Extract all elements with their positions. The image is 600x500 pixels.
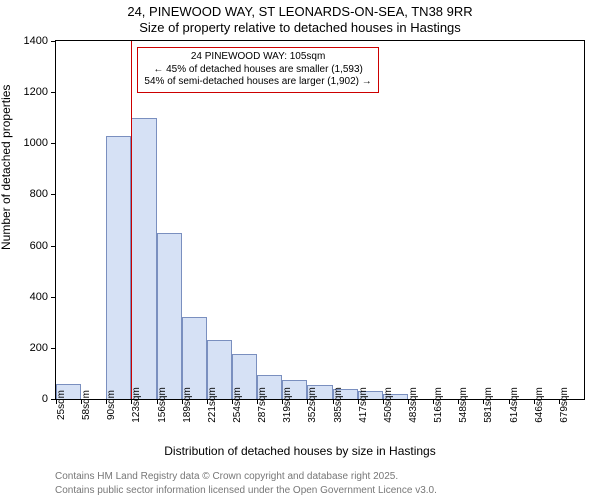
xtick-label: 189sqm — [182, 387, 193, 423]
ytick-label: 1400 — [24, 35, 48, 47]
xtick-label: 614sqm — [509, 387, 520, 423]
ytick-label: 200 — [30, 342, 48, 354]
xtick-label: 483sqm — [408, 387, 419, 423]
xtick-label: 319sqm — [282, 387, 293, 423]
histogram-bar — [106, 136, 131, 399]
ytick-label: 1200 — [24, 86, 48, 98]
xtick-label: 90sqm — [106, 390, 117, 420]
xtick-label: 352sqm — [307, 387, 318, 423]
ytick — [51, 297, 56, 298]
y-axis-label: Number of detached properties — [0, 85, 13, 250]
ytick-label: 1000 — [24, 137, 48, 149]
xtick-label: 221sqm — [207, 387, 218, 423]
x-axis-label: Distribution of detached houses by size … — [0, 444, 600, 458]
ytick — [51, 92, 56, 93]
property-marker-line — [131, 41, 132, 399]
xtick-label: 516sqm — [433, 387, 444, 423]
xtick-label: 385sqm — [333, 387, 344, 423]
xtick-label: 417sqm — [358, 387, 369, 423]
ytick-label: 0 — [42, 393, 48, 405]
ytick — [51, 143, 56, 144]
xtick-label: 254sqm — [232, 387, 243, 423]
ytick-label: 400 — [30, 291, 48, 303]
xtick-label: 156sqm — [157, 387, 168, 423]
xtick-label: 548sqm — [458, 387, 469, 423]
histogram-bar — [131, 118, 156, 399]
ytick — [51, 348, 56, 349]
histogram-bars — [56, 41, 584, 399]
xtick-label: 58sqm — [81, 390, 92, 420]
ytick-label: 600 — [30, 240, 48, 252]
chart-title-line1: 24, PINEWOOD WAY, ST LEONARDS-ON-SEA, TN… — [0, 4, 600, 19]
credit-line1: Contains HM Land Registry data © Crown c… — [55, 471, 398, 482]
ytick — [51, 41, 56, 42]
xtick-label: 25sqm — [56, 390, 67, 420]
annotation-line2: ← 45% of detached houses are smaller (1,… — [144, 64, 371, 77]
plot-area: 24 PINEWOOD WAY: 105sqm ← 45% of detache… — [55, 40, 585, 400]
chart-title-line2: Size of property relative to detached ho… — [0, 20, 600, 35]
credit-line2: Contains public sector information licen… — [55, 485, 437, 496]
xtick-label: 287sqm — [257, 387, 268, 423]
ytick — [51, 246, 56, 247]
xtick-label: 646sqm — [534, 387, 545, 423]
figure: 24, PINEWOOD WAY, ST LEONARDS-ON-SEA, TN… — [0, 0, 600, 500]
ytick — [51, 194, 56, 195]
xtick-label: 581sqm — [483, 387, 494, 423]
xtick-label: 679sqm — [559, 387, 570, 423]
ytick-label: 800 — [30, 188, 48, 200]
annotation-box: 24 PINEWOOD WAY: 105sqm ← 45% of detache… — [137, 47, 378, 93]
annotation-line1: 24 PINEWOOD WAY: 105sqm — [144, 51, 371, 64]
annotation-line3: 54% of semi-detached houses are larger (… — [144, 76, 371, 89]
histogram-bar — [157, 233, 182, 399]
xtick-label: 450sqm — [383, 387, 394, 423]
xtick-label: 123sqm — [131, 387, 142, 423]
